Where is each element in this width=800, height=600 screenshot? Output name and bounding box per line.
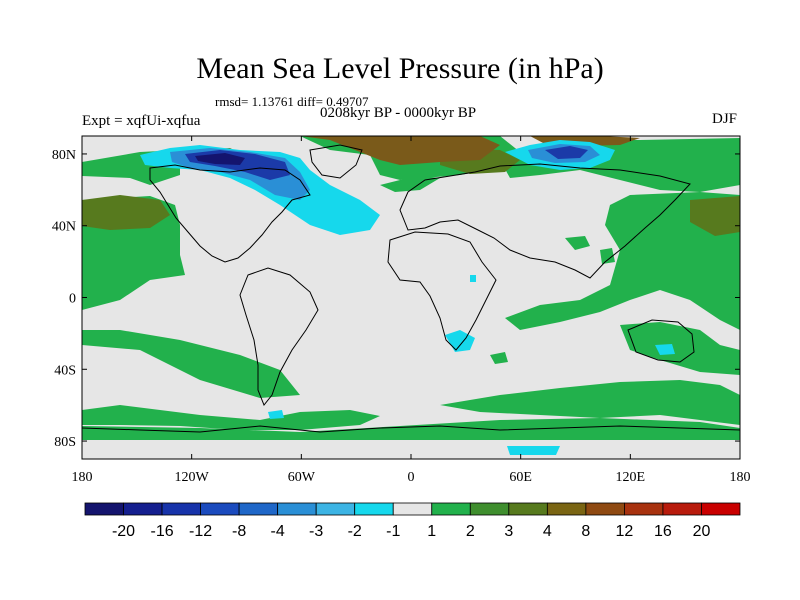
colorbar-swatch <box>277 502 317 516</box>
y-tick-label: 80S <box>54 435 76 450</box>
colorbar-swatch <box>585 502 625 516</box>
experiment-label: Expt = xqfUi-xqfua <box>82 113 201 129</box>
colorbar-label: -4 <box>271 523 285 540</box>
y-tick-label: 40S <box>54 363 76 378</box>
y-tick-label: 80N <box>52 148 76 163</box>
colorbar-swatch <box>238 502 279 516</box>
colorbar-swatch <box>701 502 741 516</box>
y-tick-label: 0 <box>69 292 76 307</box>
season-label: DJF <box>712 111 738 127</box>
colorbar-swatch <box>546 502 587 516</box>
colorbar-label: 16 <box>654 523 672 540</box>
colorbar-swatch <box>123 502 163 516</box>
chart-title: Mean Sea Level Pressure (in hPa) <box>196 52 604 85</box>
x-tick-label: 0 <box>408 470 415 485</box>
x-tick-label: 120E <box>616 470 646 485</box>
colorbar-swatch <box>84 502 124 516</box>
y-tick-label: 40N <box>52 220 76 235</box>
colorbar-swatch <box>662 502 702 516</box>
colorbar-label: -1 <box>386 523 400 540</box>
x-axis: 180 120W 60W 0 60E 120E 180 <box>72 136 751 485</box>
colorbar-label: 3 <box>504 523 513 540</box>
colorbar-label: 4 <box>543 523 552 540</box>
x-tick-label: 120W <box>175 470 210 485</box>
colorbar-swatch <box>624 502 664 516</box>
colorbar-label: 1 <box>427 523 436 540</box>
colorbar-label: -20 <box>112 523 135 540</box>
colorbar-swatch <box>354 502 394 516</box>
x-tick-label: 180 <box>72 470 93 485</box>
colorbar-swatch <box>392 502 433 516</box>
brown-high-regions <box>300 136 640 165</box>
colorbar-label: 20 <box>693 523 711 540</box>
colorbar-swatch <box>469 502 510 516</box>
colorbar-label: 12 <box>616 523 634 540</box>
x-tick-label: 180 <box>730 470 751 485</box>
map-plot-area <box>82 136 740 459</box>
colorbar-label: -16 <box>150 523 173 540</box>
colorbar-label: 8 <box>581 523 590 540</box>
colorbar-label: -12 <box>189 523 212 540</box>
colorbar-swatch <box>200 502 240 516</box>
y-axis: 80N 40N 0 40S 80S <box>52 148 740 450</box>
colorbar-swatch <box>161 502 201 516</box>
colorbar-swatch <box>508 502 548 516</box>
period-label: 0208kyr BP - 0000kyr BP <box>320 105 477 121</box>
colorbar-swatch <box>315 502 356 516</box>
stats-label: rmsd= 1.13761 diff= 0.49707 <box>215 94 369 109</box>
colorbar-label: 2 <box>466 523 475 540</box>
colorbar-swatch <box>431 502 471 516</box>
colorbar-label: -8 <box>232 523 246 540</box>
colorbar-label: -3 <box>309 523 323 540</box>
x-tick-label: 60E <box>509 470 532 485</box>
x-tick-label: 60W <box>288 470 316 485</box>
coastlines <box>82 144 740 433</box>
negative-core-regions <box>195 153 245 165</box>
colorbar: -20 -16 -12 -8 -4 -3 -2 -1 1 2 3 4 8 12 16 20 <box>84 502 741 540</box>
colorbar-label: -2 <box>348 523 362 540</box>
